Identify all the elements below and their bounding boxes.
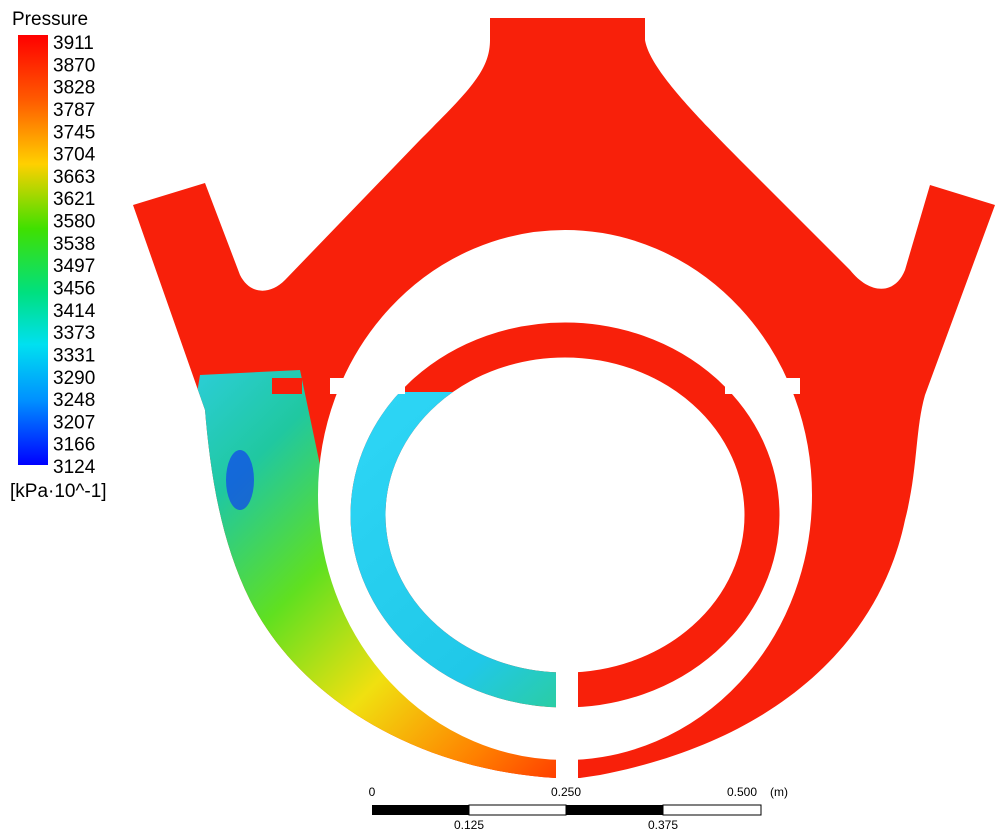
legend-label: 3621	[53, 189, 95, 210]
legend-label: 3373	[53, 323, 95, 344]
legend-label: 3166	[53, 435, 95, 456]
strut	[272, 378, 302, 394]
scale-label: 0.375	[648, 818, 678, 832]
scale-unit: (m)	[770, 785, 788, 799]
scale-label: 0.125	[454, 818, 484, 832]
legend-label: 3124	[53, 457, 96, 478]
legend-label: 3580	[53, 212, 95, 233]
legend-label: 3745	[53, 122, 95, 143]
inner-ring-left	[350, 392, 562, 708]
legend-label: 3704	[53, 145, 96, 166]
slot	[330, 378, 405, 394]
scale-label: 0.500	[727, 785, 757, 799]
strut	[830, 378, 860, 394]
legend-label: 3331	[53, 345, 95, 366]
legend-label: 3828	[53, 78, 95, 99]
legend-label: 3290	[53, 368, 95, 389]
legend-title: Pressure	[12, 9, 88, 30]
legend-label: 3456	[53, 278, 95, 299]
colorbar	[18, 35, 48, 465]
scale-label: 0	[369, 785, 376, 799]
legend-label: 3414	[53, 301, 96, 322]
legend-label: 3248	[53, 390, 95, 411]
legend-label: 3870	[53, 55, 95, 76]
legend-label: 3663	[53, 167, 95, 188]
legend-label: 3787	[53, 100, 95, 121]
legend-label: 3911	[53, 33, 94, 54]
split	[556, 655, 578, 785]
legend-label: 3207	[53, 412, 95, 433]
scale-label: 0.250	[551, 785, 581, 799]
legend-label: 3538	[53, 234, 95, 255]
legend-unit: [kPa·10^-1]	[10, 481, 107, 502]
scale-bar	[372, 804, 762, 816]
legend-label: 3497	[53, 256, 95, 277]
slot	[725, 378, 800, 394]
